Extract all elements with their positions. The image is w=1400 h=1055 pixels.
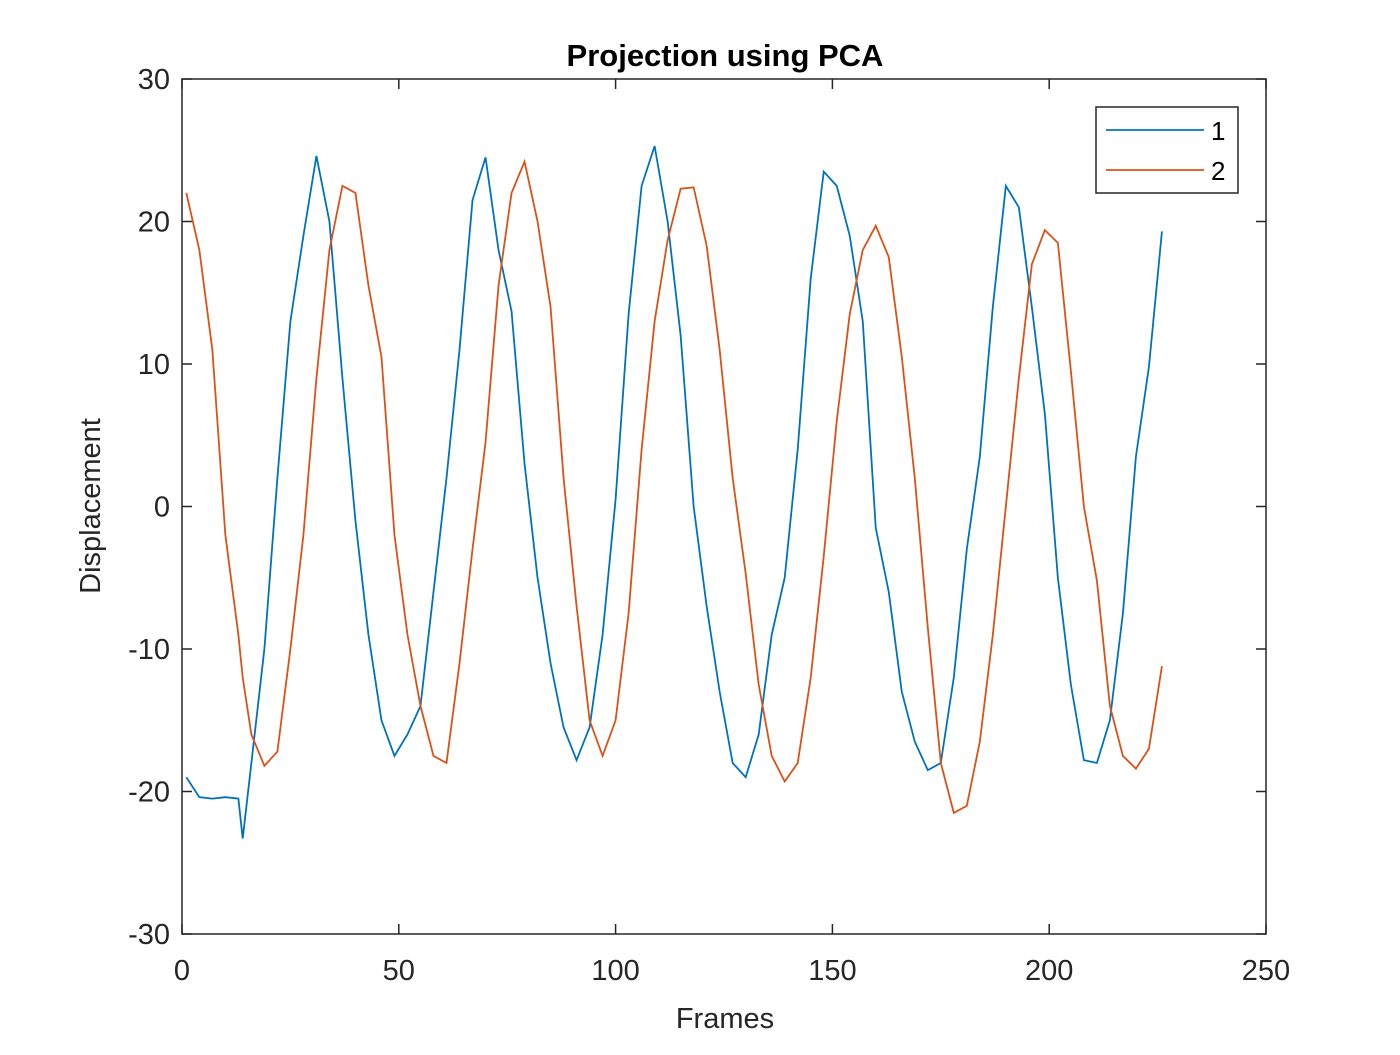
series-line — [185, 158, 1163, 815]
y-tick-label: 20 — [138, 207, 170, 239]
legend-label: 1 — [1211, 116, 1225, 146]
x-tick-label: 200 — [1025, 955, 1073, 987]
legend-label: 2 — [1211, 156, 1225, 186]
x-tick-label: 250 — [1242, 955, 1290, 987]
y-tick-label: 10 — [138, 349, 170, 381]
plot-area — [181, 78, 1267, 935]
x-tick-label: 150 — [808, 955, 856, 987]
y-axis-label: Displacement — [75, 418, 107, 594]
y-tick-label: -10 — [128, 634, 170, 666]
y-tick-label: 0 — [154, 492, 170, 524]
x-tick-label: 50 — [383, 955, 415, 987]
series-line — [185, 145, 1163, 839]
x-axis-label: Frames — [676, 1003, 774, 1035]
legend-box — [1095, 106, 1239, 194]
x-tick-label: 100 — [591, 955, 639, 987]
y-tick-label: -30 — [128, 919, 170, 951]
x-tick-label: 0 — [174, 955, 190, 987]
chart-title: Projection using PCA — [567, 38, 884, 73]
y-tick-label: 30 — [138, 64, 170, 96]
y-tick-label: -20 — [128, 777, 170, 809]
